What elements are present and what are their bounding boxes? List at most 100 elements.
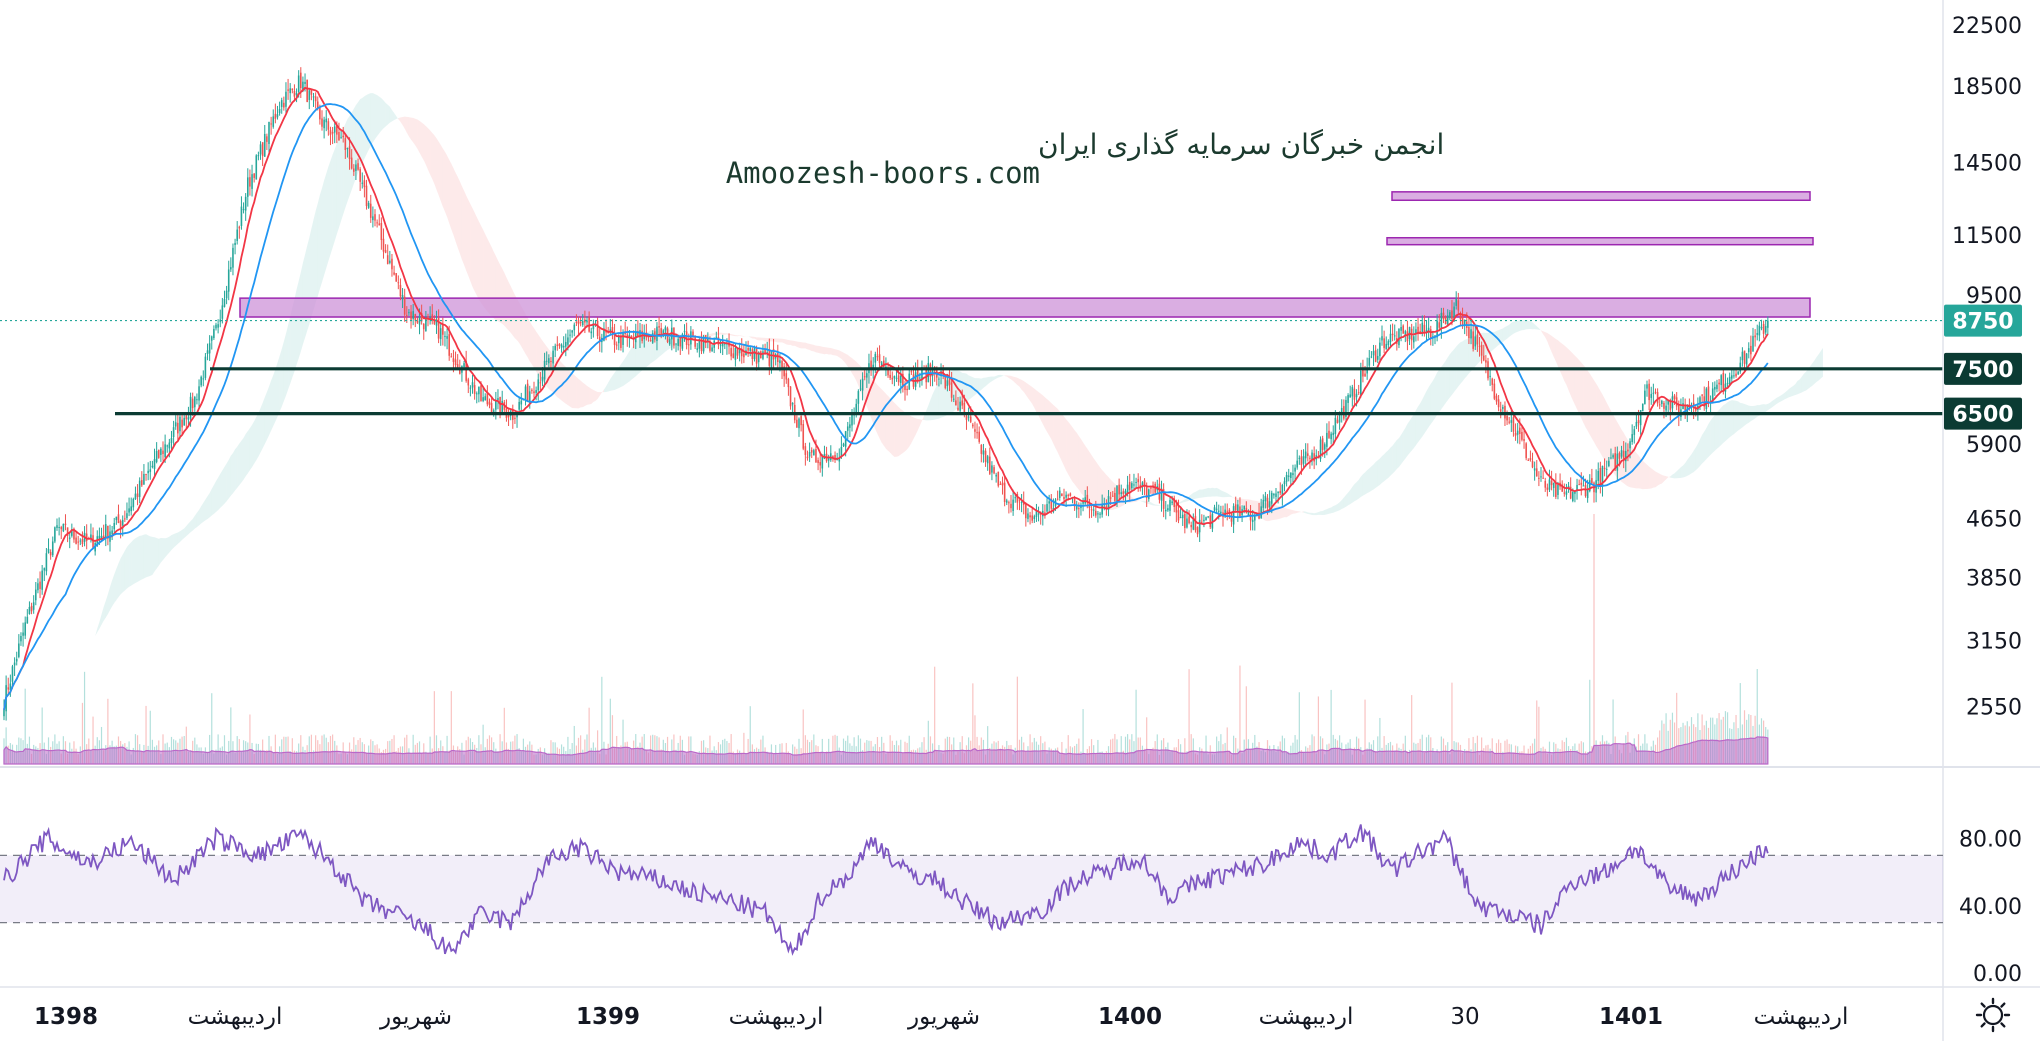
candle-body[interactable]	[1722, 372, 1725, 390]
candle-body[interactable]	[1421, 322, 1424, 334]
candle-body[interactable]	[802, 423, 805, 449]
candle-body[interactable]	[136, 493, 139, 498]
candle-body[interactable]	[855, 403, 858, 414]
candle-body[interactable]	[940, 371, 942, 377]
candle-body[interactable]	[1563, 492, 1566, 494]
candle-body[interactable]	[1387, 341, 1390, 346]
candle-body[interactable]	[289, 88, 291, 94]
candle-body[interactable]	[1171, 501, 1173, 504]
candle-body[interactable]	[931, 367, 934, 376]
candle-body[interactable]	[121, 519, 124, 526]
candle-body[interactable]	[1111, 495, 1114, 497]
candle-body[interactable]	[475, 393, 478, 395]
candle-body[interactable]	[1101, 503, 1103, 515]
candle-body[interactable]	[168, 442, 171, 449]
candle-body[interactable]	[145, 474, 147, 476]
candle-body[interactable]	[126, 513, 128, 519]
candle-body[interactable]	[730, 347, 732, 357]
candle-body[interactable]	[1014, 497, 1017, 499]
candle-body[interactable]	[499, 396, 501, 415]
candle-body[interactable]	[1544, 480, 1547, 488]
candle-body[interactable]	[1525, 443, 1527, 459]
candle-body[interactable]	[1739, 362, 1742, 372]
candle-body[interactable]	[891, 377, 894, 380]
candle-body[interactable]	[255, 155, 258, 180]
candle-body[interactable]	[323, 119, 325, 129]
candle-body[interactable]	[878, 354, 881, 363]
candle-body[interactable]	[213, 328, 215, 338]
candle-body[interactable]	[596, 320, 599, 337]
candle-body[interactable]	[393, 272, 395, 275]
candle-body[interactable]	[1290, 472, 1292, 478]
candle-body[interactable]	[1419, 331, 1421, 333]
candle-body[interactable]	[762, 351, 764, 359]
candle-body[interactable]	[1298, 457, 1301, 459]
candle-body[interactable]	[376, 222, 378, 224]
candle-body[interactable]	[700, 336, 703, 352]
candle-body[interactable]	[420, 313, 423, 322]
candle-body[interactable]	[249, 177, 251, 187]
candle-body[interactable]	[1472, 331, 1474, 349]
candle-body[interactable]	[885, 366, 887, 368]
candle-body[interactable]	[1735, 373, 1737, 377]
candle-body[interactable]	[291, 88, 294, 91]
candle-body[interactable]	[929, 364, 932, 377]
candle-body[interactable]	[11, 666, 14, 682]
candle-body[interactable]	[1122, 491, 1125, 494]
candle-body[interactable]	[946, 380, 949, 387]
candle-body[interactable]	[1635, 421, 1638, 427]
candle-body[interactable]	[37, 583, 39, 591]
candle-body[interactable]	[1446, 315, 1449, 325]
candle-body[interactable]	[1069, 493, 1072, 496]
candle-body[interactable]	[959, 401, 961, 411]
candle-body[interactable]	[1162, 489, 1165, 509]
candle-body[interactable]	[1063, 497, 1065, 500]
candle-body[interactable]	[1489, 375, 1491, 377]
candle-body[interactable]	[1661, 400, 1663, 405]
candle-body[interactable]	[160, 448, 162, 455]
candle-body[interactable]	[889, 374, 891, 379]
candle-body[interactable]	[880, 362, 883, 366]
candle-body[interactable]	[263, 133, 266, 157]
candle-body[interactable]	[1143, 480, 1146, 487]
candle-body[interactable]	[338, 132, 340, 141]
candle-body[interactable]	[1453, 306, 1455, 322]
candle-body[interactable]	[1080, 505, 1082, 509]
candle-body[interactable]	[719, 344, 722, 346]
candle-body[interactable]	[164, 444, 166, 458]
candle-body[interactable]	[999, 483, 1002, 485]
candle-body[interactable]	[1614, 453, 1616, 470]
candle-body[interactable]	[656, 326, 658, 341]
candle-body[interactable]	[473, 385, 476, 394]
candle-body[interactable]	[1224, 509, 1226, 516]
candle-body[interactable]	[897, 375, 900, 383]
candle-body[interactable]	[1451, 310, 1453, 319]
candle-body[interactable]	[558, 343, 561, 346]
candle-body[interactable]	[1650, 393, 1653, 398]
candle-body[interactable]	[75, 537, 77, 544]
candle-body[interactable]	[170, 438, 173, 443]
candle-body[interactable]	[185, 415, 188, 420]
candle-body[interactable]	[539, 382, 542, 384]
candle-body[interactable]	[533, 391, 535, 394]
candle-body[interactable]	[66, 527, 69, 536]
candle-body[interactable]	[1476, 334, 1479, 345]
candle-body[interactable]	[1468, 326, 1470, 339]
candle-body[interactable]	[1684, 404, 1686, 411]
candle-body[interactable]	[1027, 513, 1029, 519]
candle-body[interactable]	[1133, 484, 1135, 486]
candle-body[interactable]	[747, 347, 749, 351]
candle-body[interactable]	[524, 386, 527, 400]
candle-body[interactable]	[1485, 360, 1487, 363]
candle-body[interactable]	[276, 114, 279, 118]
candle-body[interactable]	[1499, 409, 1502, 412]
candle-body[interactable]	[1114, 492, 1116, 502]
candle-body[interactable]	[554, 345, 556, 351]
candle-body[interactable]	[363, 180, 366, 188]
candle-body[interactable]	[914, 372, 917, 387]
candle-body[interactable]	[717, 337, 720, 345]
candle-body[interactable]	[707, 338, 709, 342]
candle-body[interactable]	[507, 415, 510, 418]
candle-body[interactable]	[39, 581, 41, 589]
candle-body[interactable]	[906, 388, 908, 391]
